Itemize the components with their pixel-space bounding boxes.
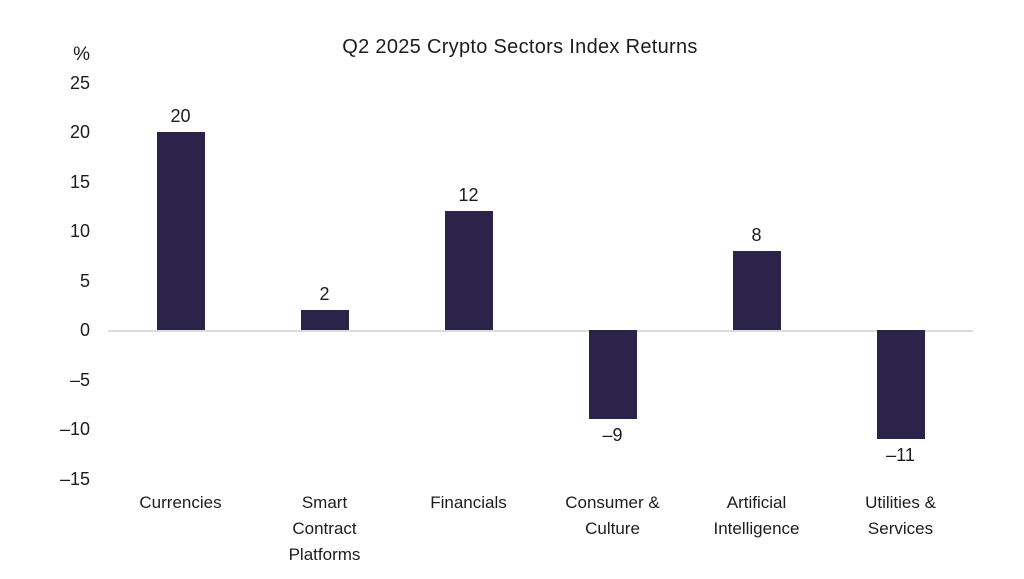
x-axis-category-label: Consumer & Culture <box>565 493 660 538</box>
y-axis-tick-label: 15 <box>69 171 90 192</box>
bar-financials <box>444 211 493 330</box>
bar-value-label: –11 <box>886 444 915 465</box>
bar-value-label: 8 <box>751 224 762 245</box>
x-axis-category-label: Smart Contract Platforms <box>288 493 361 564</box>
y-axis-tick-label: –5 <box>69 369 90 390</box>
y-axis-tick-label: 10 <box>69 221 90 241</box>
y-axis-unit-label: % <box>73 44 90 65</box>
bar-consumer-culture <box>588 330 637 420</box>
y-axis-tick-label: –10 <box>59 419 90 439</box>
y-axis-tick-label: 5 <box>79 270 90 291</box>
bar-value-label: –9 <box>602 425 623 446</box>
chart-title: Q2 2025 Crypto Sectors Index Returns <box>342 36 698 58</box>
bar-value-label: 12 <box>458 185 479 206</box>
bar-utilities-services <box>876 330 925 439</box>
y-axis-tick-label: 0 <box>79 320 90 340</box>
y-axis-tick-label: 20 <box>69 122 90 142</box>
x-axis-category-label: Artificial Intelligence <box>713 493 800 538</box>
y-axis-tick-label: –15 <box>59 468 90 489</box>
bar-value-label: 2 <box>319 284 330 305</box>
bar-artificial-intelligence <box>732 250 781 330</box>
bar-smart-contract-platforms <box>300 310 349 330</box>
x-axis-category-label: Utilities & Services <box>865 493 936 538</box>
y-axis-tick-label: 25 <box>69 72 90 93</box>
x-axis-category-label: Financials <box>430 493 507 512</box>
bar-currencies <box>156 132 205 330</box>
zero-axis-line <box>108 330 973 332</box>
x-axis-category-label: Currencies <box>139 493 222 512</box>
bar-value-label: 20 <box>170 106 191 126</box>
